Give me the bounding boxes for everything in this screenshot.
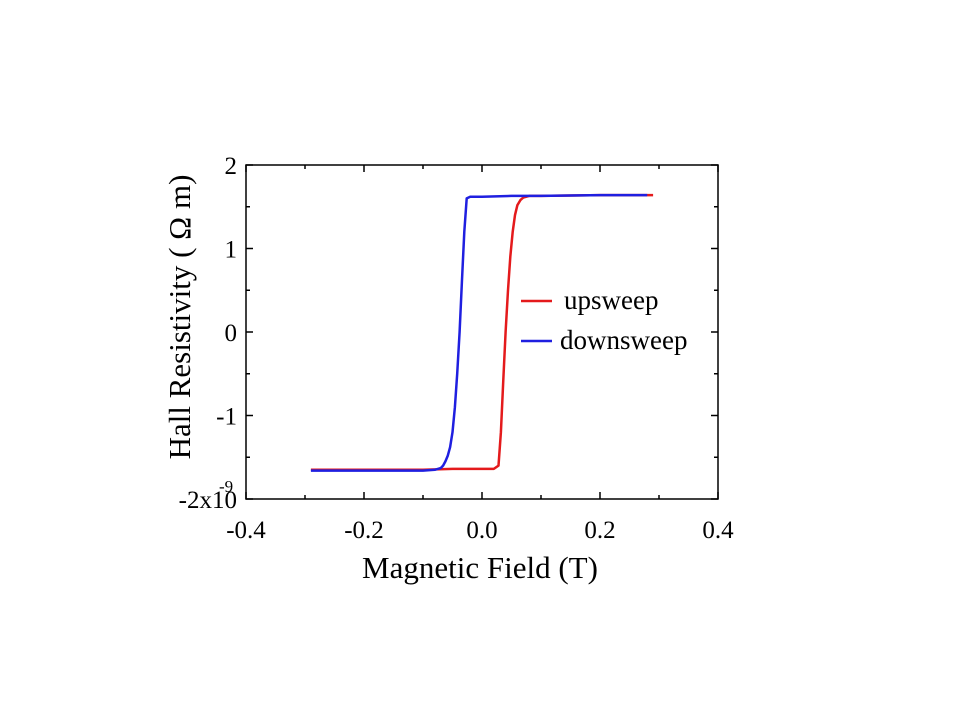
legend-label-upsweep: upsweep (564, 285, 658, 315)
y-axis-title: Hall Resistivity ( Ω m) (162, 175, 197, 460)
legend: upsweep downsweep (521, 285, 687, 355)
x-tick-label: 0.2 (584, 517, 615, 544)
y-tick-label: -1 (216, 404, 237, 431)
y-tick-label: 2 (225, 153, 238, 180)
x-axis-title: Magnetic Field (T) (362, 550, 598, 585)
x-tick-label: 0.0 (466, 517, 497, 544)
data-series (310, 193, 654, 472)
x-tick-label: -0.4 (226, 517, 266, 544)
legend-label-downsweep: downsweep (560, 325, 687, 355)
y-exponent-label: -9 (219, 477, 233, 496)
series-line-downsweep (310, 193, 648, 472)
x-tick-label: -0.2 (344, 517, 384, 544)
tick-labels: -0.4 -0.2 0.0 0.2 0.4 -2x10 -1 0 1 2 (179, 153, 734, 544)
x-tick-label: 0.4 (702, 517, 734, 544)
y-tick-label: 0 (225, 320, 238, 347)
y-tick-label: -2x10 (179, 487, 237, 514)
y-tick-label: 1 (225, 237, 238, 264)
axis-ticks (245, 164, 719, 500)
